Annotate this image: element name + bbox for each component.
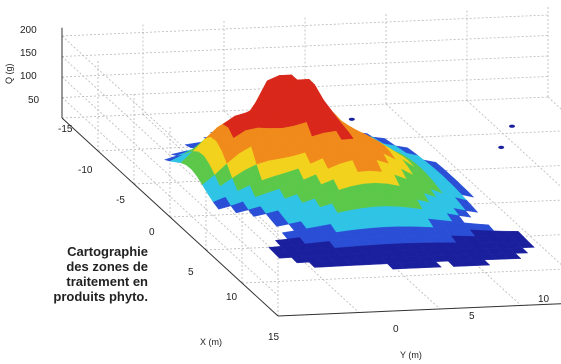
x-tick-label: 10 (226, 292, 238, 303)
x-tick-label: -5 (116, 195, 125, 206)
floor-grid-line (547, 96, 561, 110)
map-caption: Cartographie des zones de traitement en … (52, 244, 148, 304)
z-tick-label: 100 (20, 71, 37, 82)
x-tick-label: -15 (58, 124, 73, 135)
caption-line: des zones de (66, 259, 148, 274)
caption-line: produits phyto. (53, 289, 148, 304)
z-axis-label: Q (g) (4, 63, 14, 84)
x-tick-label: 0 (149, 227, 155, 238)
x-tick-label: 15 (268, 332, 280, 343)
surface-patch (348, 117, 355, 121)
x-tick-label: 5 (188, 267, 194, 278)
y-tick-label: 0 (393, 324, 399, 335)
x-tick-label: -10 (78, 165, 93, 176)
surface-cell (386, 262, 406, 270)
floor-grid-line (466, 100, 561, 188)
y-axis-label: Y (m) (400, 350, 422, 360)
x-axis-label: X (m) (200, 337, 222, 347)
z-tick-label: 150 (20, 48, 37, 59)
y-axis-line (277, 303, 561, 317)
surface-patch (498, 145, 505, 149)
surface-patch (509, 124, 515, 128)
surface-layer (163, 74, 535, 270)
caption-line: Cartographie (67, 244, 148, 259)
y-tick-label: 5 (469, 311, 475, 322)
floor-grid-line (385, 103, 561, 265)
tick-labels: 50 100 150 200 -15 -10 -5 0 5 10 15 0 5 … (4, 25, 550, 360)
caption-line: traitement en (66, 274, 148, 289)
z-tick-label: 200 (20, 25, 37, 36)
floor-grid-line (142, 114, 360, 313)
surface-cell (308, 261, 328, 268)
y-tick-label: 10 (538, 294, 550, 305)
z-tick-label: 50 (28, 95, 40, 106)
x-axis-line (61, 117, 279, 317)
surface-cell (447, 260, 467, 267)
